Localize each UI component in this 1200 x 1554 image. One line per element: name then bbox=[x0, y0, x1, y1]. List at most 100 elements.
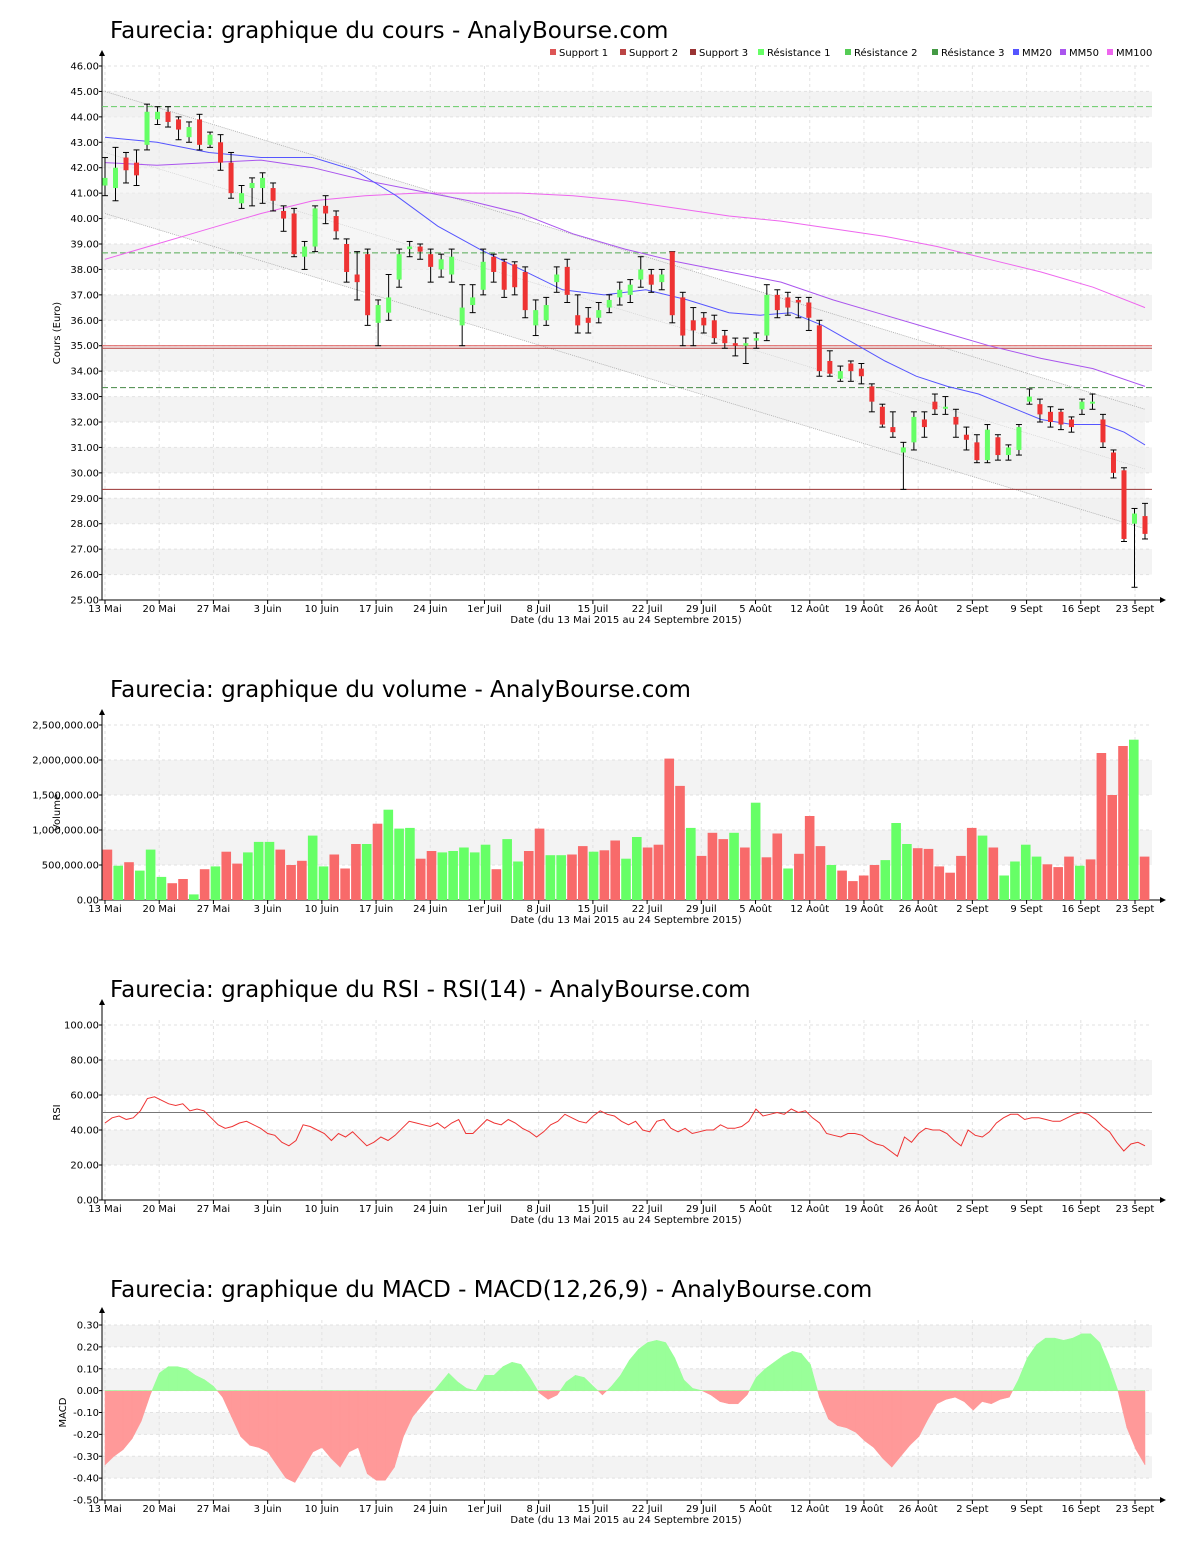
y-axis-arrow bbox=[99, 50, 105, 56]
candle-body bbox=[795, 299, 801, 303]
volume-bar bbox=[253, 841, 264, 900]
candle-body bbox=[659, 274, 665, 283]
x-axis-label: Date (du 13 Mai 2015 au 24 Septembre 201… bbox=[510, 1515, 741, 1526]
volume-bar bbox=[696, 855, 707, 900]
candle-body bbox=[848, 363, 854, 372]
chart-title: Faurecia: graphique du cours - AnalyBour… bbox=[110, 18, 668, 44]
x-tick-label: 8 Juil bbox=[526, 604, 550, 615]
candle-body bbox=[155, 111, 161, 120]
volume-bar bbox=[480, 844, 491, 900]
x-tick-label: 1er Juil bbox=[467, 1204, 502, 1215]
volume-bar bbox=[534, 828, 545, 900]
x-tick-label: 3 Juin bbox=[254, 1504, 282, 1515]
candle-body bbox=[186, 127, 192, 138]
y-tick-label: 1,000,000.00 bbox=[32, 826, 99, 837]
candle-body bbox=[596, 310, 602, 318]
y-axis-label: RSI bbox=[52, 1104, 63, 1120]
volume-bar bbox=[794, 853, 804, 900]
candle-body bbox=[1142, 516, 1148, 534]
grid-band bbox=[102, 1456, 1152, 1479]
candle-body bbox=[1110, 452, 1116, 473]
x-tick-label: 27 Mai bbox=[197, 904, 230, 915]
x-tick-label: 19 Août bbox=[844, 1203, 883, 1215]
candle-body bbox=[942, 406, 948, 409]
candle-body bbox=[858, 368, 864, 377]
price-chart: Faurecia: graphique du cours - AnalyBour… bbox=[52, 18, 1166, 626]
x-tick-label: 5 Août bbox=[739, 903, 772, 915]
x-tick-label: 16 Sept bbox=[1061, 1204, 1100, 1215]
y-axis-arrow bbox=[99, 709, 105, 715]
y-tick-label: 20.00 bbox=[70, 1161, 99, 1172]
volume-bar bbox=[513, 861, 523, 900]
x-tick-label: 2 Sept bbox=[956, 1504, 988, 1515]
y-axis-label: Cours (Euro) bbox=[52, 302, 63, 365]
x-tick-label: 20 Mai bbox=[142, 604, 175, 615]
y-axis-label: MACD bbox=[58, 1397, 69, 1427]
volume-bar bbox=[1010, 861, 1020, 900]
x-tick-label: 15 Juil bbox=[578, 604, 609, 615]
candle-body bbox=[617, 289, 623, 298]
legend-swatch bbox=[758, 49, 764, 55]
legend-swatch bbox=[1060, 49, 1066, 55]
mm100-line bbox=[104, 192, 1146, 309]
volume-bar bbox=[599, 850, 610, 900]
legend-swatch bbox=[690, 49, 696, 55]
candle-body bbox=[144, 111, 150, 145]
volume-bar bbox=[145, 849, 156, 900]
x-tick-label: 24 Juin bbox=[413, 604, 447, 615]
x-tick-label: 1er Juil bbox=[467, 604, 502, 615]
x-tick-label: 10 Juin bbox=[305, 904, 339, 915]
candle-body bbox=[312, 208, 318, 247]
legend-label: Résistance 3 bbox=[941, 47, 1004, 59]
x-axis-label: Date (du 13 Mai 2015 au 24 Septembre 201… bbox=[510, 915, 741, 926]
y-tick-label: -0.20 bbox=[73, 1430, 99, 1441]
legend-label: MM50 bbox=[1069, 48, 1099, 59]
volume-bar bbox=[858, 875, 869, 900]
x-tick-label: 29 Juil bbox=[686, 604, 717, 615]
y-tick-label: 0.00 bbox=[77, 1196, 99, 1207]
volume-bar bbox=[869, 865, 880, 900]
candle-body bbox=[1026, 396, 1032, 402]
volume-bar bbox=[1139, 856, 1150, 900]
candle-body bbox=[869, 386, 875, 402]
x-tick-label: 5 Août bbox=[739, 603, 772, 615]
y-axis-label: Volume bbox=[52, 794, 63, 831]
x-tick-label: 22 Juil bbox=[632, 1204, 663, 1215]
x-tick-label: 9 Sept bbox=[1010, 1204, 1042, 1215]
volume-bar bbox=[135, 870, 145, 900]
candle-body bbox=[806, 302, 812, 318]
volume-bar bbox=[999, 875, 1009, 900]
volume-bar bbox=[837, 870, 847, 900]
y-tick-label: 0.20 bbox=[77, 1342, 99, 1353]
legend-label: Résistance 1 bbox=[767, 47, 830, 59]
volume-bar bbox=[1128, 739, 1139, 900]
volume-bar bbox=[329, 854, 340, 900]
x-tick-label: 29 Juil bbox=[686, 1204, 717, 1215]
candle-body bbox=[407, 246, 413, 250]
legend-label: Support 1 bbox=[559, 48, 608, 59]
volume-bar bbox=[912, 848, 923, 900]
candle-body bbox=[512, 264, 518, 288]
volume-bar bbox=[1118, 746, 1128, 900]
x-tick-label: 8 Juil bbox=[526, 1204, 550, 1215]
candle-body bbox=[344, 244, 350, 272]
candle-body bbox=[228, 162, 234, 194]
x-tick-label: 27 Mai bbox=[197, 1204, 230, 1215]
volume-bar bbox=[351, 844, 361, 900]
candle-body bbox=[249, 182, 255, 189]
candle-body bbox=[879, 406, 885, 425]
candle-body bbox=[323, 205, 329, 214]
legend-label: MM100 bbox=[1116, 48, 1152, 59]
candle-body bbox=[438, 259, 444, 270]
x-tick-label: 10 Juin bbox=[305, 1204, 339, 1215]
legend-label: Support 2 bbox=[629, 48, 678, 59]
candle-body bbox=[984, 429, 990, 461]
y-tick-label: 500,000.00 bbox=[42, 861, 99, 872]
y-tick-label: 42.00 bbox=[70, 163, 99, 174]
y-tick-label: -0.40 bbox=[73, 1474, 99, 1485]
volume-bar bbox=[642, 847, 653, 900]
volume-bar bbox=[372, 823, 383, 900]
volume-bar bbox=[405, 827, 415, 900]
rsi-line bbox=[104, 1096, 1146, 1158]
legend-swatch bbox=[1107, 49, 1113, 55]
